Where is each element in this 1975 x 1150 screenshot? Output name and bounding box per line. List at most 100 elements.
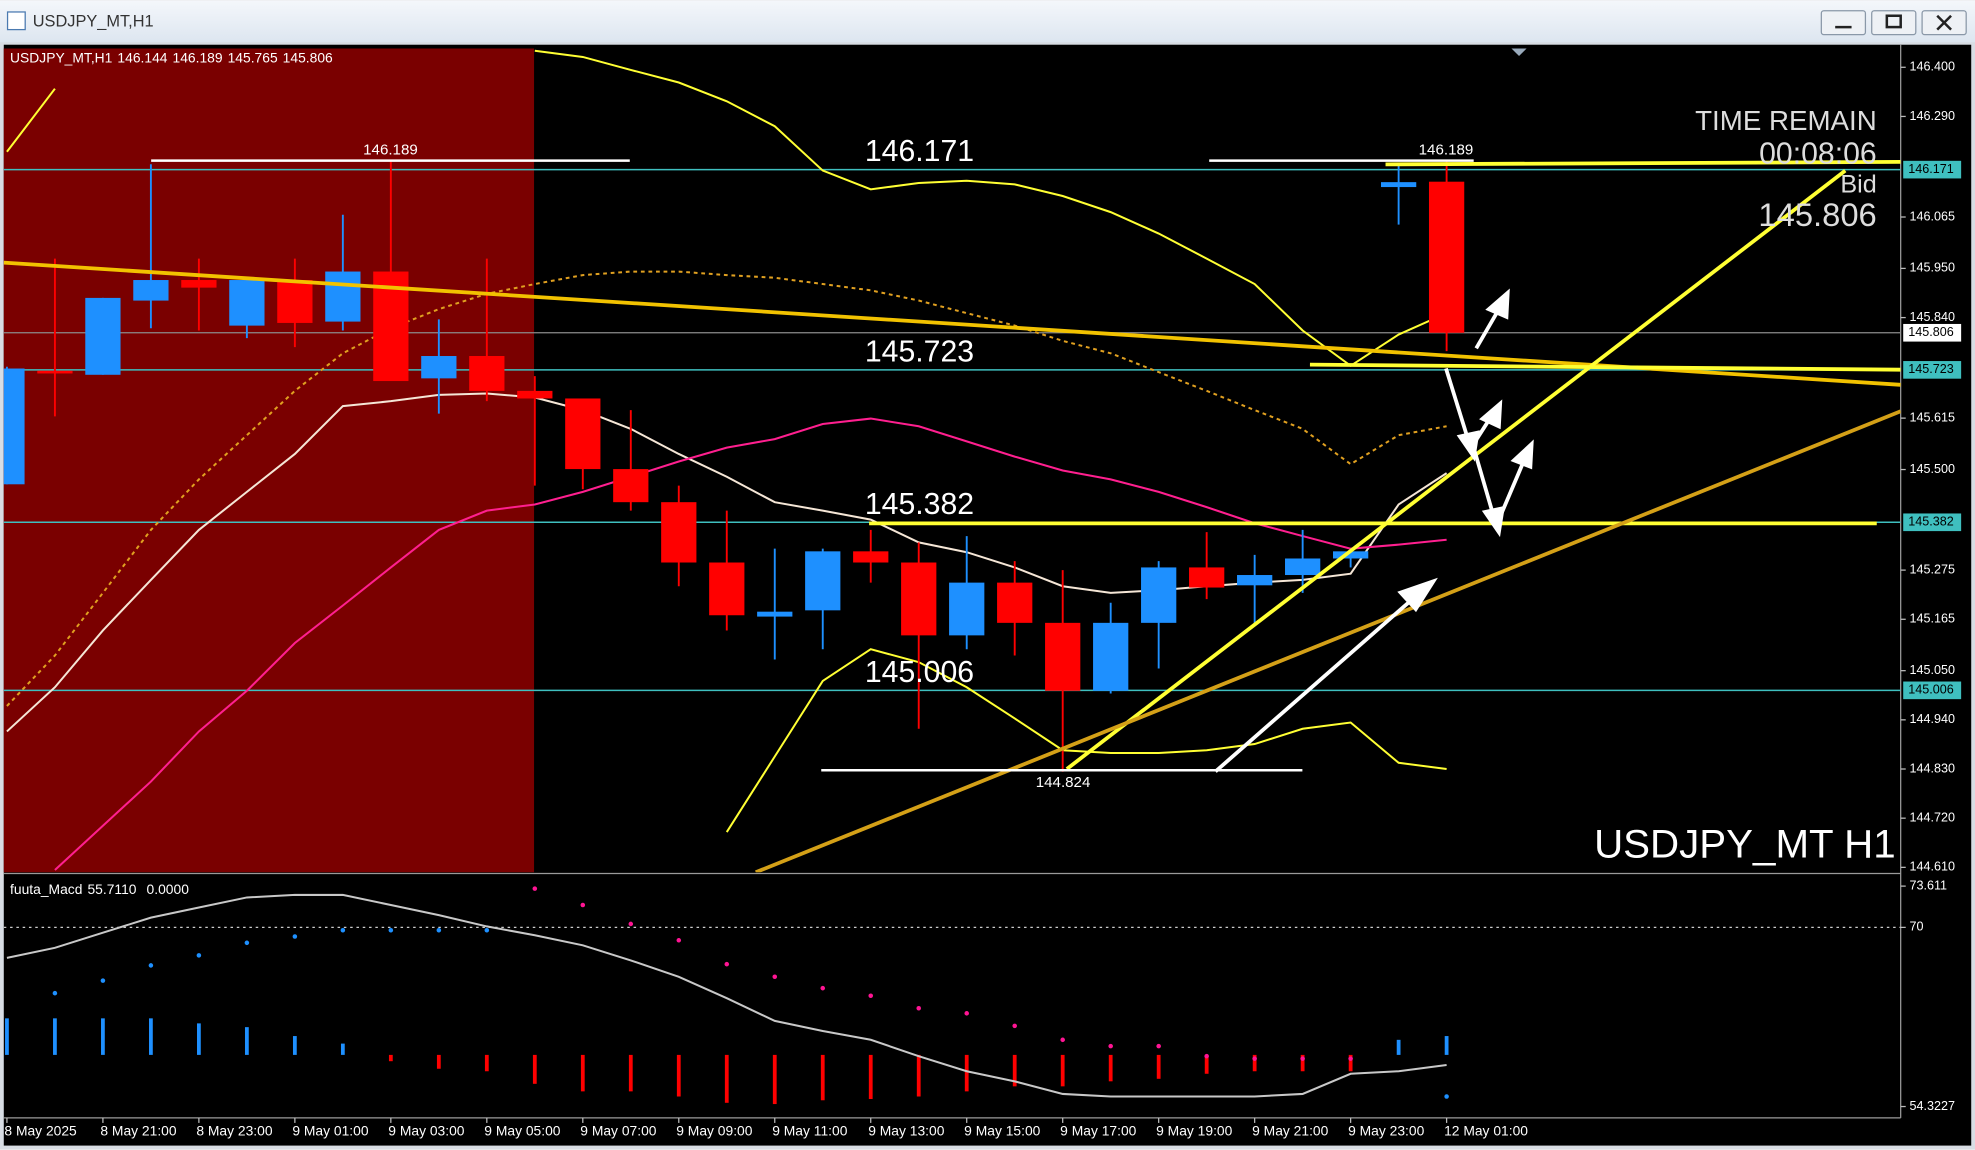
signal-dot: [532, 886, 538, 891]
histogram-bar: [1156, 1054, 1161, 1079]
histogram-bar: [916, 1054, 921, 1097]
window-icon: [6, 11, 26, 31]
x-tick-label: 9 May 09:00: [676, 1122, 752, 1138]
indicator-line: [6, 270, 1447, 707]
y-tick-label: 144.940: [1910, 712, 1955, 726]
y-tick-label: 144.610: [1910, 860, 1955, 874]
level-tag: [1903, 513, 1962, 532]
histogram-bar: [1060, 1054, 1065, 1087]
candle-body: [1285, 558, 1321, 576]
x-tick-label: 9 May 19:00: [1156, 1122, 1232, 1138]
candle-body: [1045, 622, 1081, 691]
candle-body: [181, 280, 217, 288]
trend-line: [3, 260, 1901, 387]
candle-body: [613, 469, 649, 503]
histogram-bar: [532, 1054, 537, 1084]
window-title: USDJPY_MT,H1: [33, 12, 154, 30]
bid-tag: [1903, 323, 1962, 342]
x-tick-label: 8 May 23:00: [196, 1122, 272, 1138]
y-tick-label: 145.050: [1910, 663, 1955, 677]
signal-dot: [1444, 1094, 1449, 1099]
y-tick-label: 146.065: [1910, 209, 1955, 223]
signal-dot: [916, 1006, 921, 1011]
high-label: 146.189: [363, 142, 418, 159]
x-tick-label: 8 May 21:00: [100, 1122, 176, 1138]
y-tick-label: 54.3227: [1910, 1099, 1955, 1113]
minimize-button[interactable]: [1820, 10, 1867, 36]
candle-body: [565, 398, 601, 470]
histogram-bar: [149, 1018, 153, 1055]
candle-body: [421, 356, 457, 379]
histogram-bar: [101, 1018, 105, 1055]
level-tag-label: 145.006: [1908, 683, 1953, 697]
bid-tag-label: 145.806: [1908, 325, 1953, 339]
level-tag-label: 146.171: [1908, 162, 1953, 176]
indicator-line: [6, 49, 1448, 368]
y-tick-label: 145.500: [1910, 462, 1955, 476]
histogram-bar: [820, 1054, 825, 1101]
trend-line: [1065, 169, 1847, 771]
bid-title: Bid: [1840, 170, 1876, 198]
candle-body: [85, 297, 121, 375]
candle-body: [1093, 622, 1129, 691]
macd-title: fuuta_Macd: [10, 881, 82, 897]
histogram-bar: [1252, 1054, 1257, 1072]
histogram-bar: [244, 1027, 249, 1055]
y-tick-label: 146.290: [1910, 109, 1955, 123]
signal-dot: [292, 934, 298, 939]
x-tick-label: 12 May 01:00: [1444, 1122, 1528, 1138]
candle-body: [949, 582, 985, 636]
candle-body: [1380, 182, 1417, 188]
histogram-bar: [1012, 1054, 1017, 1087]
header-symbol: USDJPY_MT,H1: [10, 49, 113, 65]
signal-dot: [628, 921, 634, 927]
y-tick-label: 145.840: [1910, 310, 1955, 324]
histogram-bar: [868, 1054, 873, 1100]
histogram-bar: [388, 1054, 393, 1062]
macd-plot: [3, 886, 1901, 1105]
bid-value: 145.806: [1758, 196, 1876, 233]
header-high: 146.189: [173, 49, 223, 65]
signal-dot: [964, 1011, 969, 1016]
user-drawings: [3, 159, 1901, 873]
histogram-bar: [1108, 1054, 1113, 1082]
x-tick-label: 9 May 11:00: [772, 1122, 847, 1138]
timer: 00:08:06: [1759, 138, 1877, 171]
y-tick-label: 73.611: [1910, 878, 1948, 892]
candle-body: [517, 390, 553, 399]
histogram-bar: [340, 1043, 345, 1055]
histogram-bar: [1204, 1054, 1209, 1074]
y-tick-label: 146.400: [1910, 60, 1955, 74]
y-tick-label: 144.720: [1910, 811, 1955, 825]
macd-value: 55.7110: [87, 881, 136, 897]
signal-dot: [436, 927, 442, 933]
candle-body: [1428, 181, 1465, 333]
candle-body: [1332, 551, 1369, 559]
histogram-bar: [5, 1018, 9, 1055]
level-label: 145.723: [865, 335, 974, 368]
candle-body: [229, 280, 265, 326]
candle-body: [325, 271, 361, 322]
candle-body: [133, 280, 169, 301]
signal-dot: [484, 927, 490, 933]
x-tick-label: 9 May 13:00: [868, 1122, 944, 1138]
signal-dot: [52, 990, 58, 996]
signal-dot: [340, 927, 346, 933]
x-tick-label: 9 May 05:00: [484, 1122, 560, 1138]
candle-body: [661, 502, 697, 563]
restore-button[interactable]: [1871, 10, 1917, 36]
watermark: USDJPY_MT H1: [1594, 822, 1896, 867]
y-tick-label: 145.165: [1910, 612, 1955, 626]
signal-dot: [196, 953, 202, 958]
histogram-bar: [628, 1054, 633, 1092]
shift-marker: [1511, 48, 1527, 57]
indicator-line: [54, 417, 1447, 871]
candle-body: [277, 280, 313, 323]
x-tick-label: 9 May 07:00: [580, 1122, 656, 1138]
level-tag: [1903, 361, 1962, 379]
candle-body: [757, 611, 793, 617]
candle-body: [37, 370, 73, 374]
low-label: 144.824: [1036, 774, 1091, 791]
